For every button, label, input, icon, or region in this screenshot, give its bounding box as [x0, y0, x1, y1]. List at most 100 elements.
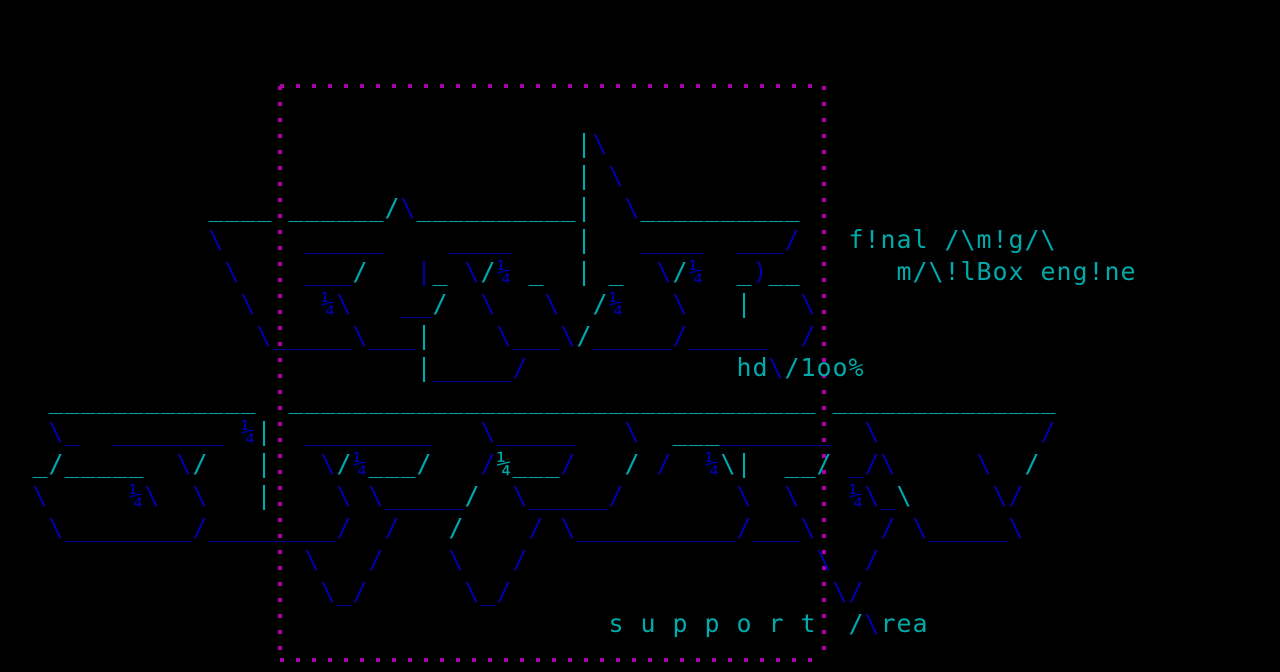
art-char: _ [560, 193, 576, 222]
art-char [80, 480, 96, 512]
art-char [32, 160, 48, 192]
art-char [320, 160, 336, 192]
art-char [160, 224, 176, 256]
art-char [560, 160, 576, 192]
art-char [272, 608, 288, 640]
art-char [160, 480, 176, 512]
art-char: _ [224, 513, 240, 542]
art-char: _ [496, 417, 512, 446]
art-char [672, 352, 688, 384]
art-char [640, 288, 656, 320]
art-char: _ [304, 417, 320, 446]
art-char [272, 160, 288, 192]
art-char [384, 576, 400, 608]
art-char: \ [48, 417, 64, 446]
art-char: \ [48, 513, 64, 542]
art-char: _ [640, 385, 656, 414]
art-char [688, 448, 704, 480]
art-char: _ [528, 417, 544, 446]
art-char: _ [352, 193, 368, 222]
art-char [544, 256, 560, 288]
art-char: _ [384, 385, 400, 414]
art-char [272, 256, 288, 288]
art-char [80, 192, 96, 224]
art-char [128, 192, 144, 224]
art-char [208, 576, 224, 608]
art-char: / [352, 577, 368, 606]
art-char: _ [528, 385, 544, 414]
art-char: _ [80, 513, 96, 542]
art-char [352, 480, 368, 512]
art-char [224, 544, 240, 576]
art-char [624, 608, 640, 640]
art-char: _ [688, 225, 704, 254]
art-char: \ [976, 449, 992, 478]
art-char: _ [752, 225, 768, 254]
art-char [688, 352, 704, 384]
art-char [16, 352, 32, 384]
art-char [112, 480, 128, 512]
art-char: _ [416, 385, 432, 414]
art-char [240, 320, 256, 352]
art-row: s u p p o r t /\rea [0, 608, 928, 640]
art-char: _ [528, 193, 544, 222]
art-char: _ [736, 321, 752, 350]
art-char [32, 576, 48, 608]
art-char [656, 576, 672, 608]
art-char [240, 128, 256, 160]
art-char: _ [704, 513, 720, 542]
art-char [688, 608, 704, 640]
art-char: _ [624, 385, 640, 414]
art-char: _ [768, 257, 784, 286]
art-char: _ [464, 353, 480, 382]
art-char [96, 128, 112, 160]
art-char: B [976, 257, 992, 286]
art-char [976, 416, 992, 448]
art-char [736, 544, 752, 576]
art-char: _ [672, 225, 688, 254]
art-char [336, 352, 352, 384]
art-char: _ [672, 513, 688, 542]
art-char [256, 128, 272, 160]
art-char [400, 352, 416, 384]
art-char: _ [800, 417, 816, 446]
art-char [160, 288, 176, 320]
art-char: _ [320, 225, 336, 254]
art-char [320, 480, 336, 512]
art-char: _ [960, 513, 976, 542]
art-char [432, 448, 448, 480]
art-char [368, 608, 384, 640]
art-char: _ [768, 513, 784, 542]
art-char [0, 608, 16, 640]
art-char: n [1104, 257, 1120, 286]
art-char [288, 544, 304, 576]
art-char: / [432, 289, 448, 318]
art-char: _ [608, 385, 624, 414]
art-char [32, 608, 48, 640]
art-char: e [1120, 257, 1136, 286]
art-char: ¼ [240, 417, 256, 446]
art-char [144, 256, 160, 288]
art-char: _ [128, 385, 144, 414]
art-char [0, 544, 16, 576]
art-char: _ [512, 449, 528, 478]
art-char [576, 288, 592, 320]
art-char [0, 384, 16, 416]
art-char: a [896, 225, 912, 254]
art-char: _ [416, 193, 432, 222]
art-char: / [480, 449, 496, 478]
art-char [80, 608, 96, 640]
art-char [544, 608, 560, 640]
art-char [16, 416, 32, 448]
art-char: \ [368, 481, 384, 510]
art-char [112, 576, 128, 608]
art-char: _ [976, 513, 992, 542]
art-char [464, 512, 480, 544]
art-char: _ [336, 577, 352, 606]
art-char [288, 576, 304, 608]
art-char [240, 608, 256, 640]
art-char: _ [464, 385, 480, 414]
art-char [208, 544, 224, 576]
art-char: / [512, 353, 528, 382]
art-char: | [576, 257, 592, 286]
